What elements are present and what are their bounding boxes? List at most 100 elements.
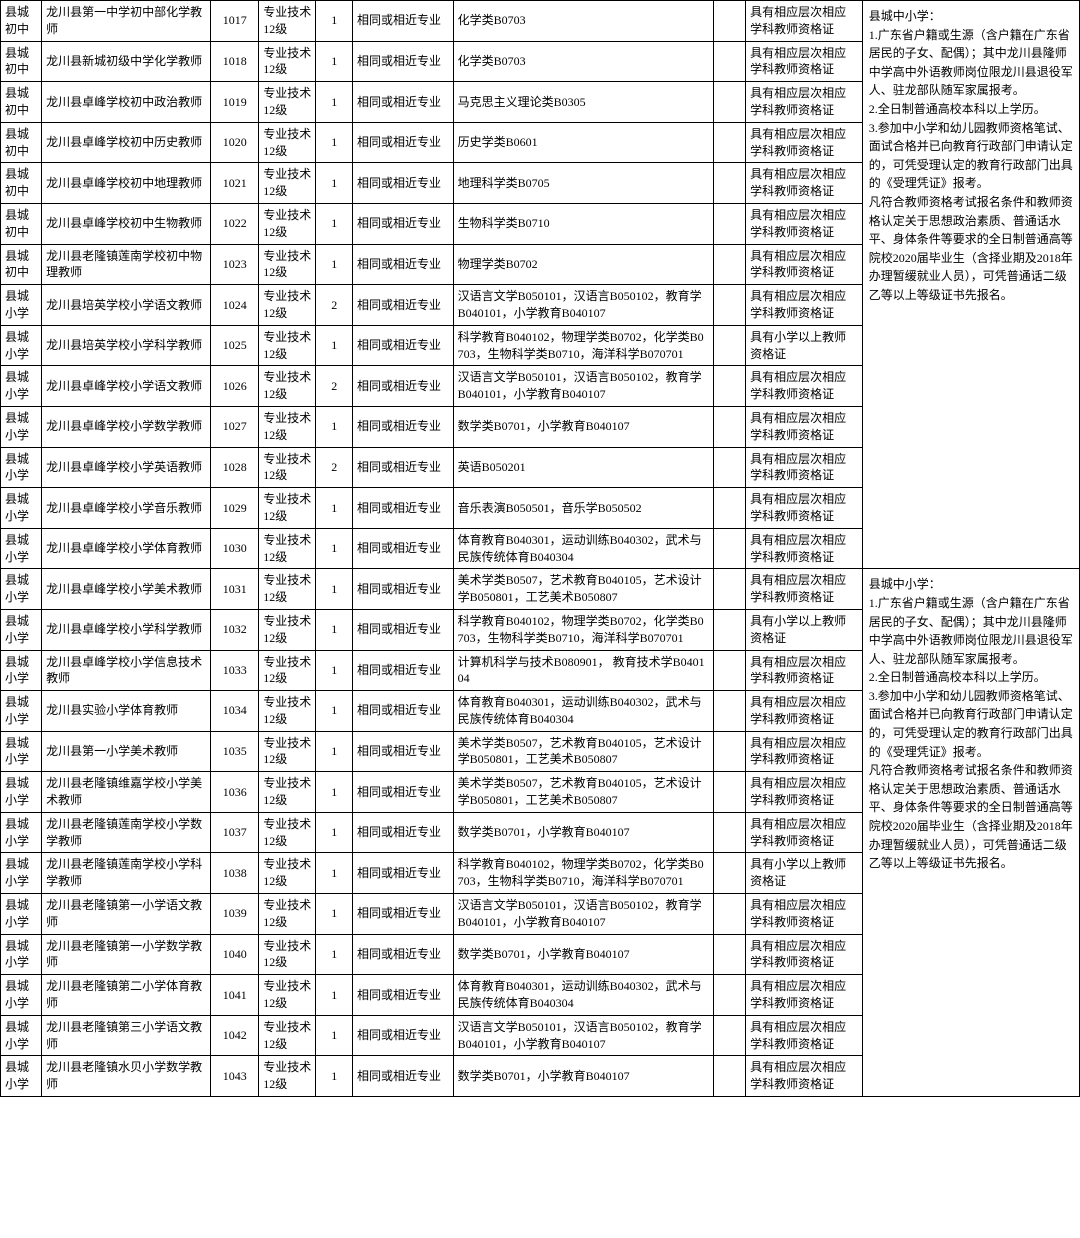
post-cell: 龙川县新城初级中学化学教师 xyxy=(42,41,211,82)
code-cell: 1021 xyxy=(211,163,259,204)
level-cell: 专业技术12级 xyxy=(259,609,316,650)
category-cell: 县城小学 xyxy=(1,528,42,569)
category-cell: 县城小学 xyxy=(1,691,42,732)
major-cell: 汉语言文学B050101，汉语言B050102，教育学B040101，小学教育B… xyxy=(453,285,714,326)
post-cell: 龙川县老隆镇维嘉学校小学美术教师 xyxy=(42,772,211,813)
category-cell: 县城小学 xyxy=(1,1056,42,1097)
major-cell: 数学类B0701，小学教育B040107 xyxy=(453,812,714,853)
major-cell: 数学类B0701，小学教育B040107 xyxy=(453,934,714,975)
code-cell: 1022 xyxy=(211,203,259,244)
level-cell: 专业技术12级 xyxy=(259,894,316,935)
post-cell: 龙川县卓峰学校小学体育教师 xyxy=(42,528,211,569)
code-cell: 1038 xyxy=(211,853,259,894)
post-cell: 龙川县老隆镇莲南学校初中物理教师 xyxy=(42,244,211,285)
cert-cell: 具有相应层次相应学科教师资格证 xyxy=(746,82,863,123)
code-cell: 1025 xyxy=(211,325,259,366)
cert-cell: 具有相应层次相应学科教师资格证 xyxy=(746,447,863,488)
blank-cell xyxy=(714,366,746,407)
blank-cell xyxy=(714,772,746,813)
post-cell: 龙川县老隆镇第三小学语文教师 xyxy=(42,1015,211,1056)
level-cell: 专业技术12级 xyxy=(259,812,316,853)
qty-cell: 2 xyxy=(316,285,353,326)
major-cell: 化学类B0703 xyxy=(453,41,714,82)
major-cell: 数学类B0701，小学教育B040107 xyxy=(453,406,714,447)
code-cell: 1030 xyxy=(211,528,259,569)
category-cell: 县城小学 xyxy=(1,285,42,326)
cert-cell: 具有相应层次相应学科教师资格证 xyxy=(746,163,863,204)
blank-cell xyxy=(714,203,746,244)
major-cell: 美术学类B0507，艺术教育B040105，艺术设计学B050801，工艺美术B… xyxy=(453,569,714,610)
samemajor-cell: 相同或相近专业 xyxy=(353,82,454,123)
code-cell: 1042 xyxy=(211,1015,259,1056)
blank-cell xyxy=(714,853,746,894)
category-cell: 县城小学 xyxy=(1,1015,42,1056)
blank-cell xyxy=(714,691,746,732)
blank-cell xyxy=(714,285,746,326)
cert-cell: 具有相应层次相应学科教师资格证 xyxy=(746,975,863,1016)
cert-cell: 具有相应层次相应学科教师资格证 xyxy=(746,366,863,407)
post-cell: 龙川县老隆镇第二小学体育教师 xyxy=(42,975,211,1016)
code-cell: 1035 xyxy=(211,731,259,772)
samemajor-cell: 相同或相近专业 xyxy=(353,569,454,610)
post-cell: 龙川县卓峰学校小学美术教师 xyxy=(42,569,211,610)
blank-cell xyxy=(714,82,746,123)
samemajor-cell: 相同或相近专业 xyxy=(353,812,454,853)
qty-cell: 1 xyxy=(316,691,353,732)
samemajor-cell: 相同或相近专业 xyxy=(353,934,454,975)
code-cell: 1041 xyxy=(211,975,259,1016)
level-cell: 专业技术12级 xyxy=(259,569,316,610)
qty-cell: 1 xyxy=(316,975,353,1016)
cert-cell: 具有相应层次相应学科教师资格证 xyxy=(746,1015,863,1056)
major-cell: 音乐表演B050501，音乐学B050502 xyxy=(453,488,714,529)
blank-cell xyxy=(714,731,746,772)
code-cell: 1039 xyxy=(211,894,259,935)
qty-cell: 1 xyxy=(316,650,353,691)
major-cell: 体育教育B040301，运动训练B040302，武术与民族传统体育B040304 xyxy=(453,975,714,1016)
blank-cell xyxy=(714,41,746,82)
major-cell: 美术学类B0507，艺术教育B040105，艺术设计学B050801，工艺美术B… xyxy=(453,772,714,813)
cert-cell: 具有相应层次相应学科教师资格证 xyxy=(746,731,863,772)
level-cell: 专业技术12级 xyxy=(259,1,316,42)
level-cell: 专业技术12级 xyxy=(259,853,316,894)
code-cell: 1034 xyxy=(211,691,259,732)
level-cell: 专业技术12级 xyxy=(259,975,316,1016)
blank-cell xyxy=(714,1015,746,1056)
blank-cell xyxy=(714,812,746,853)
qty-cell: 1 xyxy=(316,609,353,650)
level-cell: 专业技术12级 xyxy=(259,731,316,772)
blank-cell xyxy=(714,163,746,204)
level-cell: 专业技术12级 xyxy=(259,528,316,569)
blank-cell xyxy=(714,894,746,935)
cert-cell: 具有相应层次相应学科教师资格证 xyxy=(746,528,863,569)
code-cell: 1037 xyxy=(211,812,259,853)
post-cell: 龙川县第一小学美术教师 xyxy=(42,731,211,772)
samemajor-cell: 相同或相近专业 xyxy=(353,975,454,1016)
category-cell: 县城小学 xyxy=(1,609,42,650)
samemajor-cell: 相同或相近专业 xyxy=(353,447,454,488)
cert-cell: 具有相应层次相应学科教师资格证 xyxy=(746,934,863,975)
samemajor-cell: 相同或相近专业 xyxy=(353,406,454,447)
blank-cell xyxy=(714,488,746,529)
samemajor-cell: 相同或相近专业 xyxy=(353,609,454,650)
cert-cell: 具有相应层次相应学科教师资格证 xyxy=(746,650,863,691)
qty-cell: 1 xyxy=(316,731,353,772)
qty-cell: 1 xyxy=(316,82,353,123)
code-cell: 1032 xyxy=(211,609,259,650)
category-cell: 县城小学 xyxy=(1,812,42,853)
category-cell: 县城初中 xyxy=(1,163,42,204)
category-cell: 县城初中 xyxy=(1,1,42,42)
blank-cell xyxy=(714,1056,746,1097)
code-cell: 1040 xyxy=(211,934,259,975)
category-cell: 县城小学 xyxy=(1,934,42,975)
cert-cell: 具有相应层次相应学科教师资格证 xyxy=(746,406,863,447)
qty-cell: 1 xyxy=(316,934,353,975)
code-cell: 1029 xyxy=(211,488,259,529)
qty-cell: 1 xyxy=(316,812,353,853)
level-cell: 专业技术12级 xyxy=(259,650,316,691)
blank-cell xyxy=(714,122,746,163)
samemajor-cell: 相同或相近专业 xyxy=(353,488,454,529)
code-cell: 1027 xyxy=(211,406,259,447)
recruitment-table: 县城初中龙川县第一中学初中部化学教师1017专业技术12级1相同或相近专业化学类… xyxy=(0,0,1080,1097)
post-cell: 龙川县培英学校小学语文教师 xyxy=(42,285,211,326)
major-cell: 英语B050201 xyxy=(453,447,714,488)
